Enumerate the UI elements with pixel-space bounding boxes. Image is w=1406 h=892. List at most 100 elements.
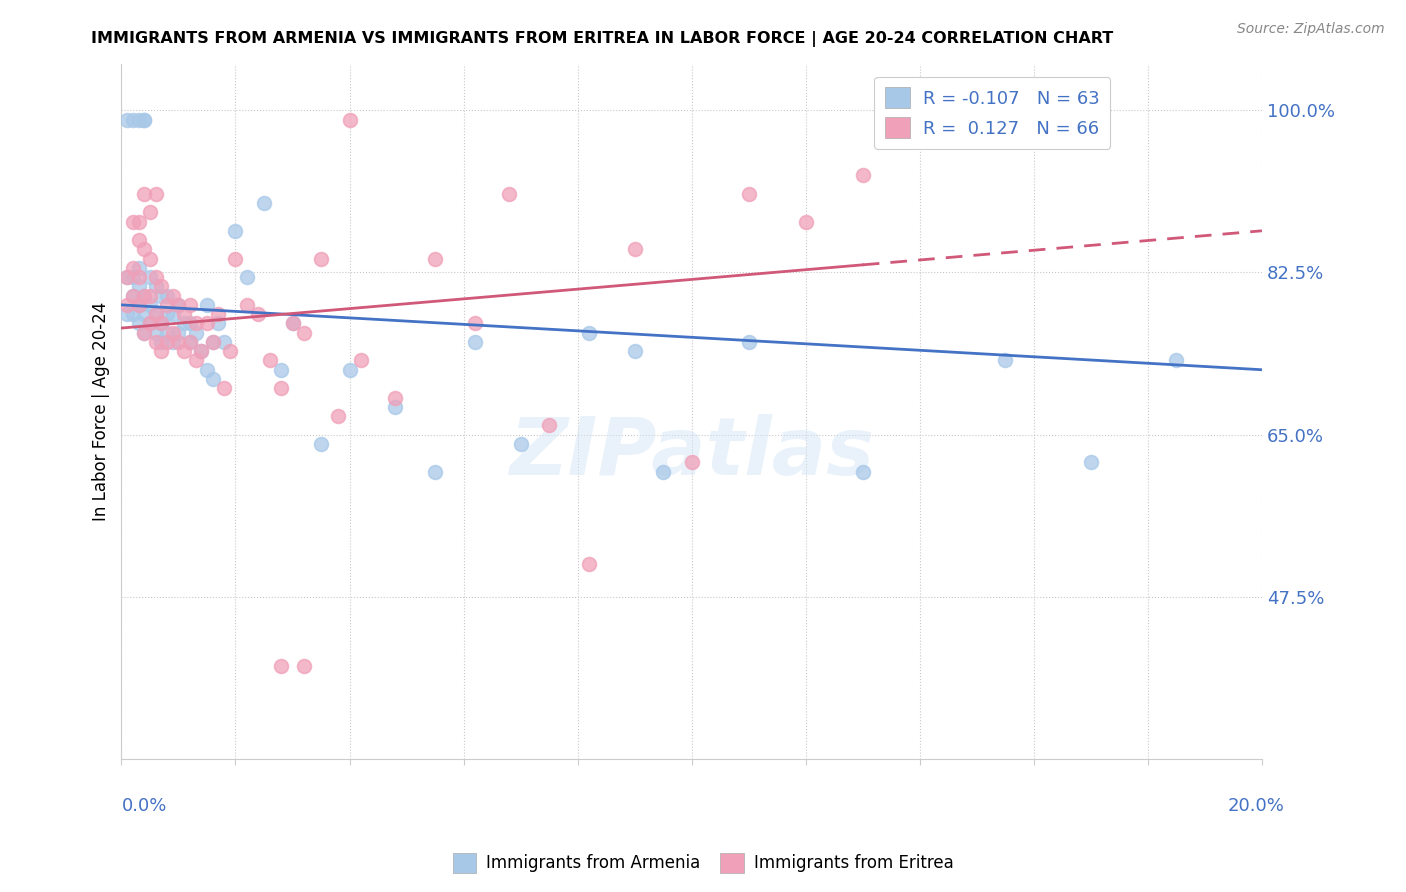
Point bbox=[309, 252, 332, 266]
Point bbox=[145, 307, 167, 321]
Point bbox=[464, 317, 486, 331]
Point bbox=[179, 334, 201, 349]
Point bbox=[150, 344, 173, 359]
Point bbox=[139, 252, 162, 266]
Point bbox=[737, 334, 759, 349]
Point bbox=[464, 334, 486, 349]
Point bbox=[115, 270, 138, 285]
Point bbox=[623, 344, 645, 359]
Point bbox=[270, 381, 292, 395]
Point bbox=[207, 307, 229, 321]
Point bbox=[121, 260, 143, 275]
Point bbox=[150, 317, 173, 331]
Point bbox=[852, 465, 875, 479]
Point bbox=[115, 307, 138, 321]
Point bbox=[737, 186, 759, 201]
Point bbox=[150, 288, 173, 302]
Y-axis label: In Labor Force | Age 20-24: In Labor Force | Age 20-24 bbox=[93, 301, 110, 521]
Point bbox=[281, 317, 304, 331]
Point bbox=[134, 326, 156, 340]
Point bbox=[156, 334, 179, 349]
Point bbox=[423, 465, 446, 479]
Point bbox=[236, 298, 259, 312]
Point bbox=[134, 112, 156, 127]
Point bbox=[128, 233, 150, 247]
Point bbox=[145, 334, 167, 349]
Point bbox=[121, 214, 143, 228]
Point bbox=[195, 363, 218, 377]
Point bbox=[139, 317, 162, 331]
Legend: Immigrants from Armenia, Immigrants from Eritrea: Immigrants from Armenia, Immigrants from… bbox=[446, 847, 960, 880]
Point bbox=[623, 243, 645, 257]
Point bbox=[578, 558, 600, 572]
Point bbox=[121, 307, 143, 321]
Point bbox=[179, 334, 201, 349]
Point bbox=[339, 363, 361, 377]
Point bbox=[326, 409, 349, 423]
Point bbox=[150, 334, 173, 349]
Point bbox=[162, 288, 184, 302]
Point bbox=[115, 270, 138, 285]
Text: 0.0%: 0.0% bbox=[121, 797, 167, 815]
Point bbox=[195, 298, 218, 312]
Point bbox=[173, 307, 195, 321]
Point bbox=[121, 288, 143, 302]
Point bbox=[218, 344, 240, 359]
Text: 20.0%: 20.0% bbox=[1227, 797, 1285, 815]
Point bbox=[179, 298, 201, 312]
Point bbox=[121, 270, 143, 285]
Point bbox=[162, 326, 184, 340]
Point bbox=[509, 437, 531, 451]
Point bbox=[134, 288, 156, 302]
Point bbox=[128, 214, 150, 228]
Point bbox=[190, 344, 212, 359]
Point bbox=[145, 307, 167, 321]
Point bbox=[173, 317, 195, 331]
Point bbox=[128, 270, 150, 285]
Point bbox=[145, 270, 167, 285]
Point bbox=[134, 288, 156, 302]
Point bbox=[156, 288, 179, 302]
Point bbox=[115, 298, 138, 312]
Point bbox=[1080, 455, 1102, 469]
Point bbox=[498, 186, 520, 201]
Point bbox=[423, 252, 446, 266]
Point bbox=[224, 224, 246, 238]
Point bbox=[852, 168, 875, 182]
Point bbox=[156, 298, 179, 312]
Point bbox=[139, 270, 162, 285]
Point bbox=[134, 243, 156, 257]
Point bbox=[134, 112, 156, 127]
Point bbox=[201, 372, 224, 386]
Point bbox=[115, 112, 138, 127]
Point bbox=[150, 279, 173, 293]
Point bbox=[134, 326, 156, 340]
Point bbox=[128, 260, 150, 275]
Point bbox=[167, 298, 190, 312]
Point bbox=[156, 307, 179, 321]
Point bbox=[309, 437, 332, 451]
Point bbox=[173, 344, 195, 359]
Point bbox=[145, 186, 167, 201]
Legend: R = -0.107   N = 63, R =  0.127   N = 66: R = -0.107 N = 63, R = 0.127 N = 66 bbox=[875, 77, 1111, 149]
Point bbox=[195, 317, 218, 331]
Point bbox=[253, 196, 276, 211]
Point bbox=[134, 186, 156, 201]
Point bbox=[270, 659, 292, 673]
Point bbox=[134, 307, 156, 321]
Point bbox=[292, 326, 315, 340]
Point bbox=[224, 252, 246, 266]
Point bbox=[538, 418, 561, 433]
Point bbox=[167, 334, 190, 349]
Point bbox=[145, 279, 167, 293]
Point bbox=[794, 214, 817, 228]
Point bbox=[292, 659, 315, 673]
Point bbox=[259, 353, 281, 368]
Point bbox=[128, 279, 150, 293]
Point bbox=[128, 112, 150, 127]
Point bbox=[145, 326, 167, 340]
Point bbox=[184, 317, 207, 331]
Point bbox=[139, 205, 162, 219]
Point bbox=[207, 317, 229, 331]
Point bbox=[681, 455, 703, 469]
